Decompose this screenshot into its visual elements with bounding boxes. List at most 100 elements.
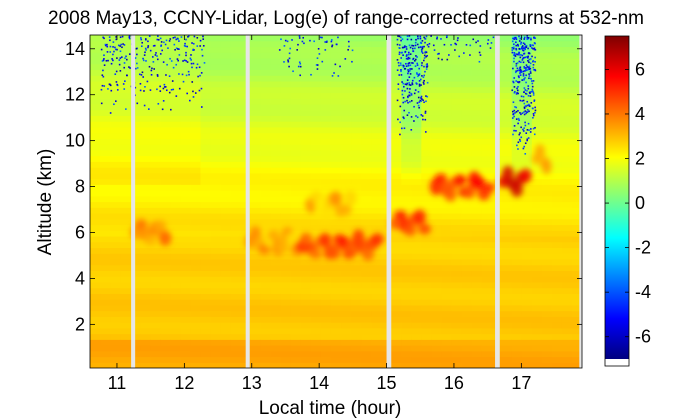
field-cell xyxy=(571,339,582,346)
field-cell xyxy=(140,80,151,88)
field-cell xyxy=(290,184,302,191)
field-cell xyxy=(150,138,161,145)
field-cell xyxy=(280,293,292,300)
field-cell xyxy=(461,356,473,363)
field-cell xyxy=(160,57,171,65)
field-cell xyxy=(300,52,312,59)
field-cell xyxy=(371,63,382,71)
field-cell xyxy=(330,276,342,283)
field-cell xyxy=(571,121,582,128)
field-cell xyxy=(200,126,212,134)
noise-dot xyxy=(164,43,167,46)
field-cell xyxy=(100,212,111,220)
field-cell xyxy=(110,276,121,283)
field-cell xyxy=(250,350,262,358)
noise-dot xyxy=(409,88,411,90)
field-cell xyxy=(210,339,222,346)
field-cell xyxy=(371,46,382,53)
noise-dot xyxy=(126,58,128,61)
field-cell xyxy=(180,258,192,266)
noise-dot xyxy=(519,68,522,71)
field-cell xyxy=(521,362,533,368)
field-cell xyxy=(160,356,171,363)
noise-dot xyxy=(344,58,347,60)
field-cell xyxy=(551,207,563,214)
field-cell xyxy=(561,235,573,243)
field-cell xyxy=(561,75,573,82)
field-cell xyxy=(190,132,202,139)
field-cell xyxy=(150,201,161,208)
field-cell xyxy=(381,178,392,185)
noise-dot xyxy=(424,118,427,121)
field-cell xyxy=(361,304,372,312)
field-cell xyxy=(341,212,352,220)
field-cell xyxy=(341,80,352,88)
noise-dot xyxy=(175,95,178,97)
field-cell xyxy=(220,207,232,214)
field-cell xyxy=(250,121,262,128)
field-cell xyxy=(150,287,161,294)
field-cell xyxy=(551,86,563,94)
field-cell xyxy=(451,115,463,122)
field-cell xyxy=(391,126,402,134)
field-cell xyxy=(561,207,573,214)
aerosol-blob xyxy=(418,223,431,235)
field-cell xyxy=(220,304,232,312)
noise-dot xyxy=(321,60,324,63)
field-cell xyxy=(431,144,443,151)
field-cell xyxy=(120,224,131,231)
field-cell xyxy=(441,35,453,42)
noise-dot xyxy=(405,55,408,57)
field-cell xyxy=(300,287,312,294)
noise-dot xyxy=(309,39,311,42)
field-cell xyxy=(501,149,513,157)
field-cell xyxy=(351,126,362,134)
field-cell xyxy=(190,247,202,254)
field-cell xyxy=(210,264,222,271)
noise-dot xyxy=(512,113,515,115)
field-cell xyxy=(431,138,443,145)
field-cell xyxy=(421,235,432,243)
field-cell xyxy=(110,172,121,180)
field-cell xyxy=(260,190,272,197)
noise-dot xyxy=(108,83,111,86)
field-cell xyxy=(160,98,171,105)
field-cell xyxy=(210,345,222,352)
field-cell xyxy=(190,235,202,243)
noise-dot xyxy=(103,64,106,66)
noise-dot xyxy=(418,101,421,103)
aerosol-blob xyxy=(144,234,157,246)
noise-dot xyxy=(398,51,401,54)
field-cell xyxy=(411,161,422,168)
noise-dot xyxy=(404,51,406,53)
aerosol-blob xyxy=(299,232,313,244)
noise-dot xyxy=(532,47,534,50)
field-cell xyxy=(431,212,443,220)
field-cell xyxy=(330,103,342,111)
field-cell xyxy=(441,247,453,254)
field-cell xyxy=(170,316,181,323)
noise-dot xyxy=(402,101,405,104)
field-cell xyxy=(320,362,332,368)
field-cell xyxy=(120,98,131,105)
noise-dot xyxy=(479,54,482,56)
field-cell xyxy=(170,57,181,65)
field-cell xyxy=(521,40,533,48)
noise-dot xyxy=(337,75,340,77)
field-cell xyxy=(361,115,372,122)
field-cell xyxy=(180,264,192,271)
field-cell xyxy=(521,287,533,294)
field-cell xyxy=(551,167,563,174)
field-cell xyxy=(461,230,473,237)
field-cell xyxy=(220,63,232,71)
field-cell xyxy=(421,287,432,294)
field-cell xyxy=(411,63,422,71)
field-cell xyxy=(320,258,332,266)
field-cell xyxy=(90,322,101,329)
field-cell xyxy=(260,287,272,294)
plot-area xyxy=(90,35,582,368)
field-cell xyxy=(571,161,582,168)
noise-dot xyxy=(178,54,181,56)
noise-dot xyxy=(146,80,149,83)
noise-dot xyxy=(418,85,421,87)
